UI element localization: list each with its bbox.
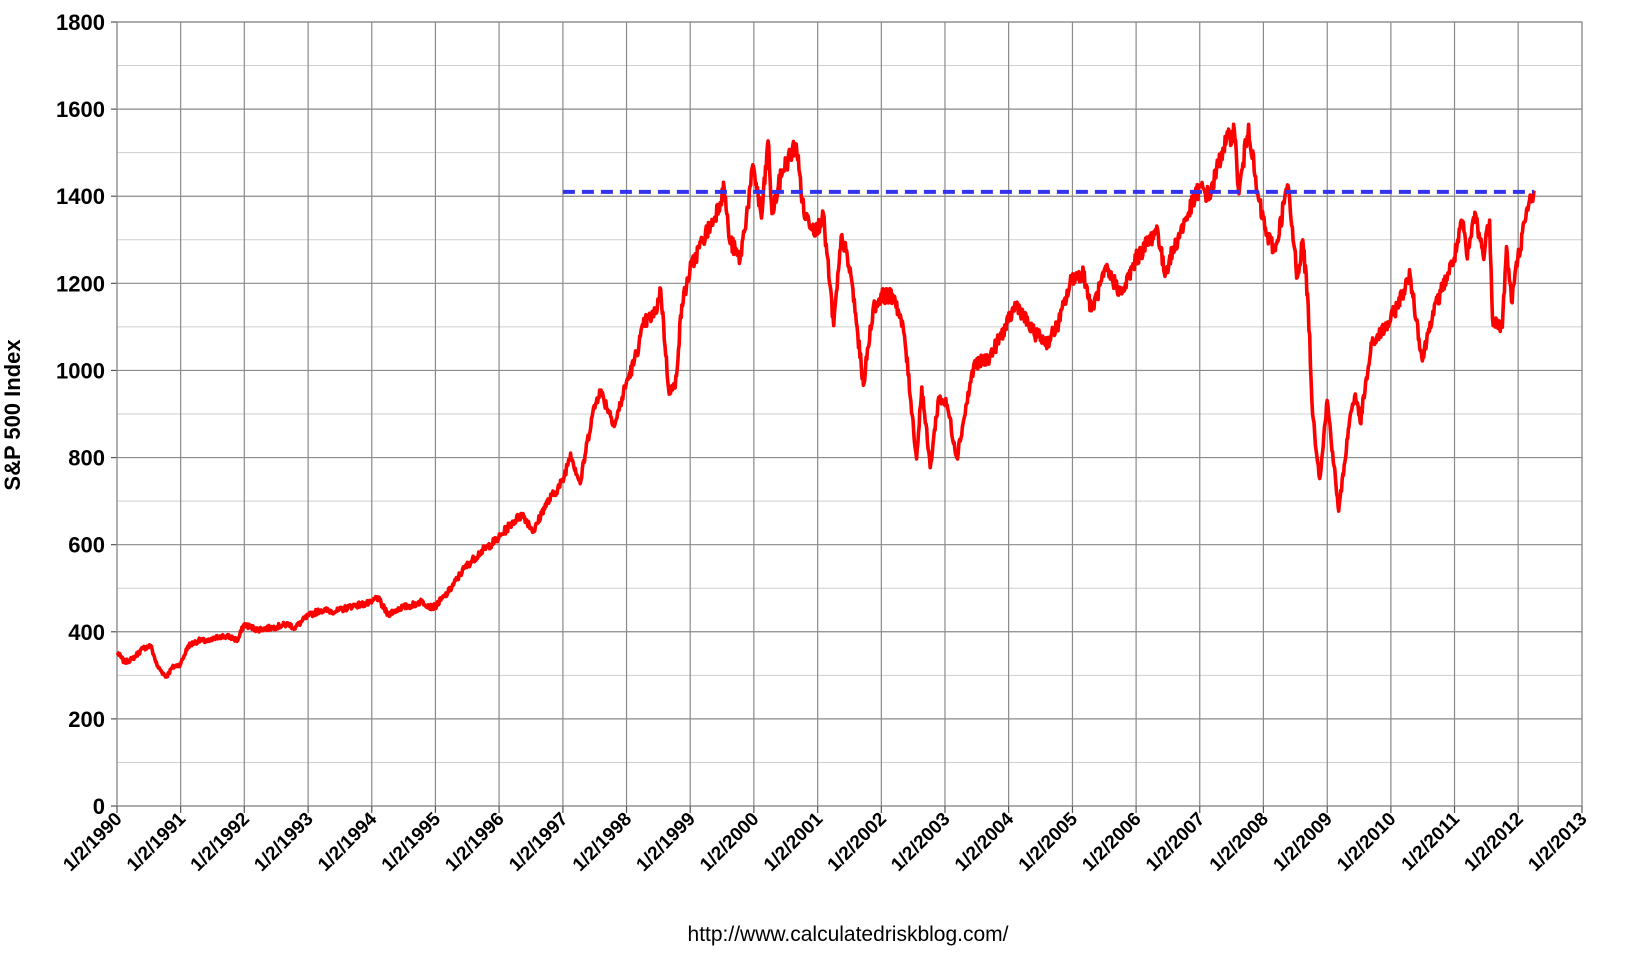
x-tick-label: 1/2/2004 [951,808,1018,875]
source-note: http://www.calculatedriskblog.com/ [688,923,1009,946]
x-tick-label: 1/2/1994 [314,808,381,875]
y-tick-label: 1800 [56,10,105,35]
minor-gridlines [117,65,1582,763]
y-tick-label: 0 [93,794,105,819]
x-tick-label: 1/2/1998 [569,809,636,876]
x-tick-label: 1/2/1992 [187,809,254,876]
x-tick-label: 1/2/2013 [1524,809,1591,876]
x-tick-label: 1/2/1997 [505,809,572,876]
plot-lines [115,122,1536,679]
y-tick-label: 400 [68,620,105,645]
x-tick-label: 1/2/1993 [251,809,318,876]
y-tick-label: 1000 [56,358,105,383]
x-tick-label: 1/2/1995 [378,808,445,875]
x-tick-label: 1/2/1996 [441,809,508,876]
x-tick-label: 1/2/2001 [760,808,827,875]
y-tick-label: 1400 [56,184,105,209]
x-tick-label: 1/2/2010 [1333,809,1400,876]
x-tick-label: 1/2/2012 [1461,809,1528,876]
y-tick-label: 600 [68,533,105,558]
x-tick-label: 1/2/2008 [1206,809,1273,876]
y-tick-label: 800 [68,446,105,471]
x-tick-label: 1/2/2009 [1270,809,1337,876]
x-tick-label: 1/2/1999 [633,809,700,876]
x-tick-label: 1/2/2005 [1015,808,1082,875]
x-tick-label: 1/2/2011 [1398,808,1465,875]
x-tick-label: 1/2/2000 [696,809,763,876]
y-axis-tick-labels: 0 200 400 600 800 1000 1200 1400 1600 1800 [56,10,105,819]
x-tick-label: 1/2/2006 [1078,809,1145,876]
y-tick-label: 200 [68,707,105,732]
y-axis-label: S&P 500 Index [0,339,25,491]
x-tick-label: 1/2/1991 [123,808,190,875]
x-tick-label: 1/2/2002 [824,809,891,876]
major-gridlines [111,21,1583,813]
x-tick-label: 1/2/2007 [1142,809,1209,876]
y-tick-label: 1600 [56,97,105,122]
y-tick-label: 1200 [56,271,105,296]
sp500-index-line [115,122,1536,679]
x-axis-tick-labels: 1/2/19901/2/19911/2/19921/2/19931/2/1994… [59,808,1591,875]
x-tick-label: 1/2/2003 [887,809,954,876]
